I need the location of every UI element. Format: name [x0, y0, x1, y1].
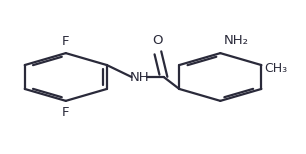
Text: NH₂: NH₂	[223, 34, 248, 47]
Text: F: F	[62, 106, 69, 119]
Text: O: O	[152, 34, 163, 47]
Text: NH: NH	[129, 71, 149, 83]
Text: F: F	[62, 35, 69, 48]
Text: CH₃: CH₃	[264, 62, 288, 75]
